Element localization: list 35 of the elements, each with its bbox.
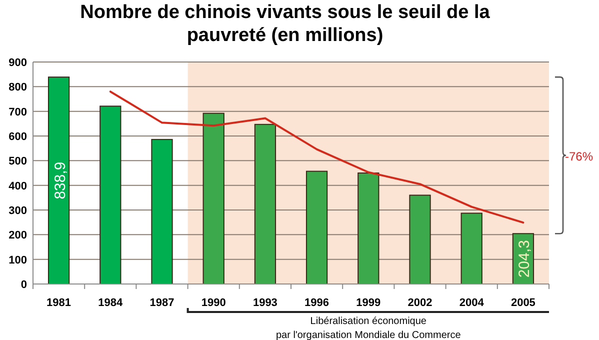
bar: [358, 172, 380, 284]
y-tick-label: 200: [8, 230, 27, 242]
y-tick-label: 400: [8, 180, 27, 192]
x-tick-label: 1981: [46, 297, 72, 309]
bar: [100, 106, 122, 284]
bar: [48, 76, 70, 284]
bar: [409, 194, 431, 284]
bar: [202, 112, 224, 284]
x-tick-label: 2002: [408, 297, 432, 309]
chart-title: Nombre de chinois vivants sous le seuil de la pauvreté (en millions): [80, 2, 490, 46]
x-tick-label: 1987: [150, 297, 174, 309]
x-tick-label: 1984: [98, 297, 124, 309]
y-tick-label: 300: [8, 205, 27, 217]
y-tick-label: 500: [8, 156, 27, 168]
text: -76%: [565, 149, 594, 164]
line-series: [109, 90, 524, 224]
text: Libéralisation économique par l'organisation Mondiale du Commerce: [276, 316, 462, 340]
bar: [460, 212, 482, 284]
x-tick-label: 2004: [459, 297, 485, 309]
x-tick-label: 1990: [201, 297, 226, 309]
x-tick-label: 1993: [252, 297, 278, 309]
y-tick-label: 100: [8, 254, 27, 266]
data-label: 204,3: [516, 240, 534, 278]
data-label: 838,9: [52, 162, 69, 200]
y-tick-label: 600: [8, 131, 27, 143]
y-tick-label: 800: [8, 82, 27, 94]
bar: [254, 124, 276, 284]
x-tick-label: 1996: [304, 297, 330, 309]
y-tick-label: 900: [8, 57, 27, 69]
y-tick-label: 700: [8, 106, 27, 118]
bar: [151, 138, 173, 284]
bar: [306, 170, 328, 284]
x-tick-label: 2005: [510, 297, 536, 309]
y-tick-label: 0: [20, 279, 27, 291]
x-tick-label: 1999: [356, 297, 381, 309]
